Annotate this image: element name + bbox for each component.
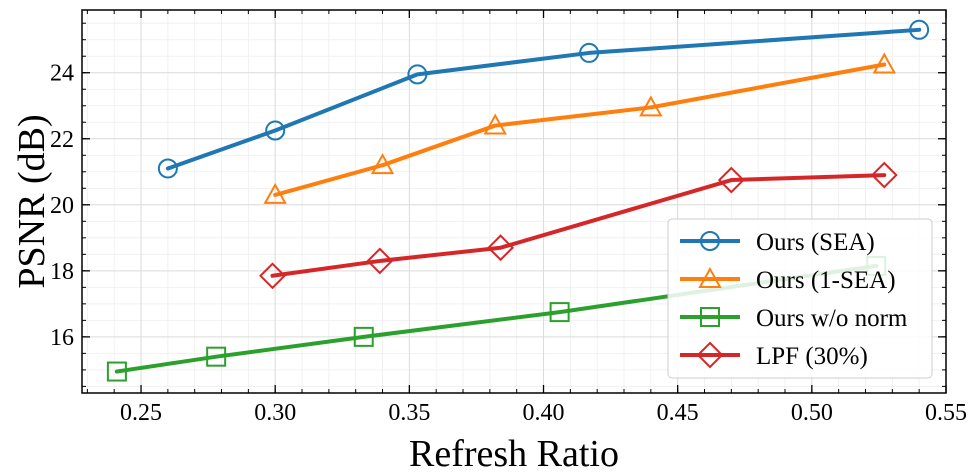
legend-marker: [698, 266, 722, 288]
series-0: [157, 19, 930, 179]
x-tick-label: 0.40: [523, 400, 565, 426]
legend-label: Ours (1-SEA): [756, 267, 896, 294]
axes-frame: [81, 9, 947, 394]
legend-marker: [700, 231, 720, 251]
x-tick-label: 0.30: [254, 400, 296, 426]
data-point: [370, 153, 395, 175]
y-tick-label: 22: [50, 127, 74, 153]
data-point: [259, 262, 286, 290]
data-point: [487, 234, 514, 262]
data-point: [366, 247, 394, 275]
x-tick-label: 0.35: [388, 400, 430, 426]
series-line: [165, 27, 922, 171]
legend-entry: Ours (SEA): [680, 229, 875, 256]
data-point: [407, 64, 428, 85]
x-tick-label: 0.45: [657, 400, 699, 426]
data-point: [206, 346, 227, 367]
series-line: [270, 173, 887, 278]
data-point: [717, 166, 745, 194]
data-point: [106, 361, 127, 382]
y-tick-label: 16: [50, 325, 74, 351]
data-point: [353, 326, 374, 347]
axes: [81, 9, 947, 394]
legend-box: [667, 218, 933, 379]
y-axis-label: PSNR (dB): [11, 114, 53, 288]
legend-entry: Ours w/o norm: [680, 305, 908, 332]
x-tick-label: 0.50: [791, 400, 833, 426]
legend-marker: [696, 341, 724, 369]
series-3: [259, 161, 898, 290]
plot-area: [106, 19, 930, 382]
data-point: [549, 302, 570, 323]
legend-label: Ours w/o norm: [756, 305, 908, 332]
y-ticks: 16 18 20 22 24: [50, 22, 946, 387]
series-1: [263, 52, 896, 204]
data-point: [157, 158, 178, 179]
series-line: [273, 62, 887, 197]
y-tick-label: 20: [50, 193, 74, 219]
legend-entry: LPF (30%): [680, 341, 868, 370]
y-tick-label: 18: [50, 259, 74, 285]
legend: Ours (SEA) Ours (1-SEA) Ours w/o norm LPF (…: [667, 218, 933, 379]
data-point: [870, 161, 898, 189]
data-point: [265, 120, 286, 141]
x-tick-label: 0.25: [120, 400, 162, 426]
data-point: [639, 95, 663, 117]
x-tick-label: 0.55: [925, 400, 967, 426]
data-point: [909, 19, 930, 40]
x-ticks: 0.25 0.30 0.35 0.40 0.45 0.50 0.55: [86, 10, 967, 426]
legend-marker: [700, 307, 720, 327]
data-point: [579, 42, 600, 63]
legend-label: LPF (30%): [756, 343, 868, 370]
x-axis-label: Refresh Ratio: [409, 433, 619, 474]
series-line: [114, 263, 879, 374]
y-tick-label: 24: [50, 61, 74, 87]
legend-entry: Ours (1-SEA): [680, 266, 896, 294]
data-point: [483, 113, 507, 135]
data-point: [872, 52, 896, 74]
data-point: [263, 182, 287, 204]
legend-label: Ours (SEA): [756, 229, 875, 256]
